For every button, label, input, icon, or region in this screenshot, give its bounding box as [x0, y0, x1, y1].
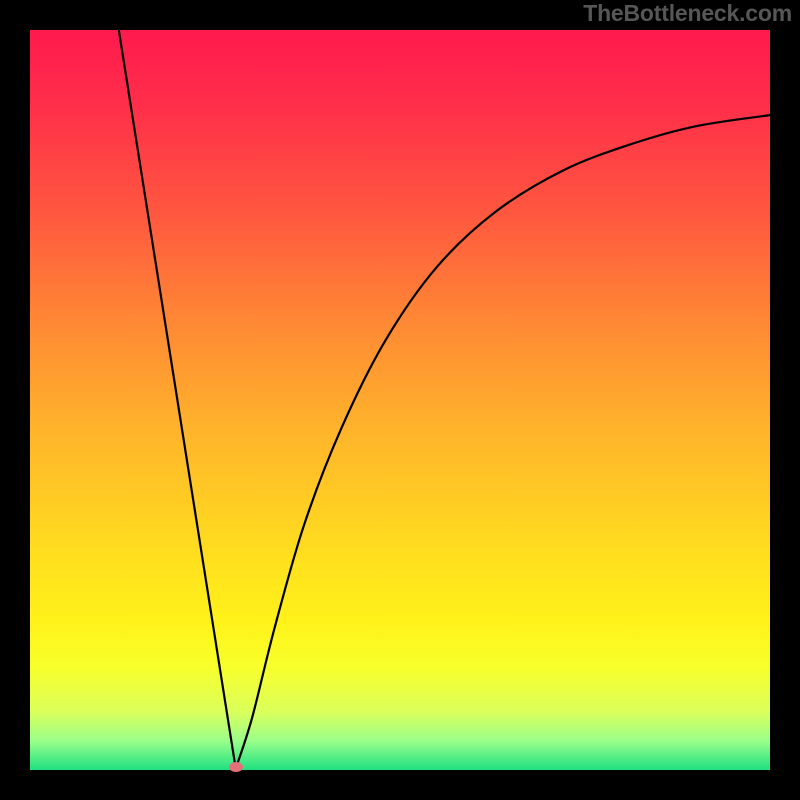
chart-frame: TheBottleneck.com [0, 0, 800, 800]
plot-area [30, 30, 770, 770]
watermark-text: TheBottleneck.com [583, 0, 792, 27]
minimum-marker [229, 762, 243, 772]
gradient-background [30, 30, 770, 770]
